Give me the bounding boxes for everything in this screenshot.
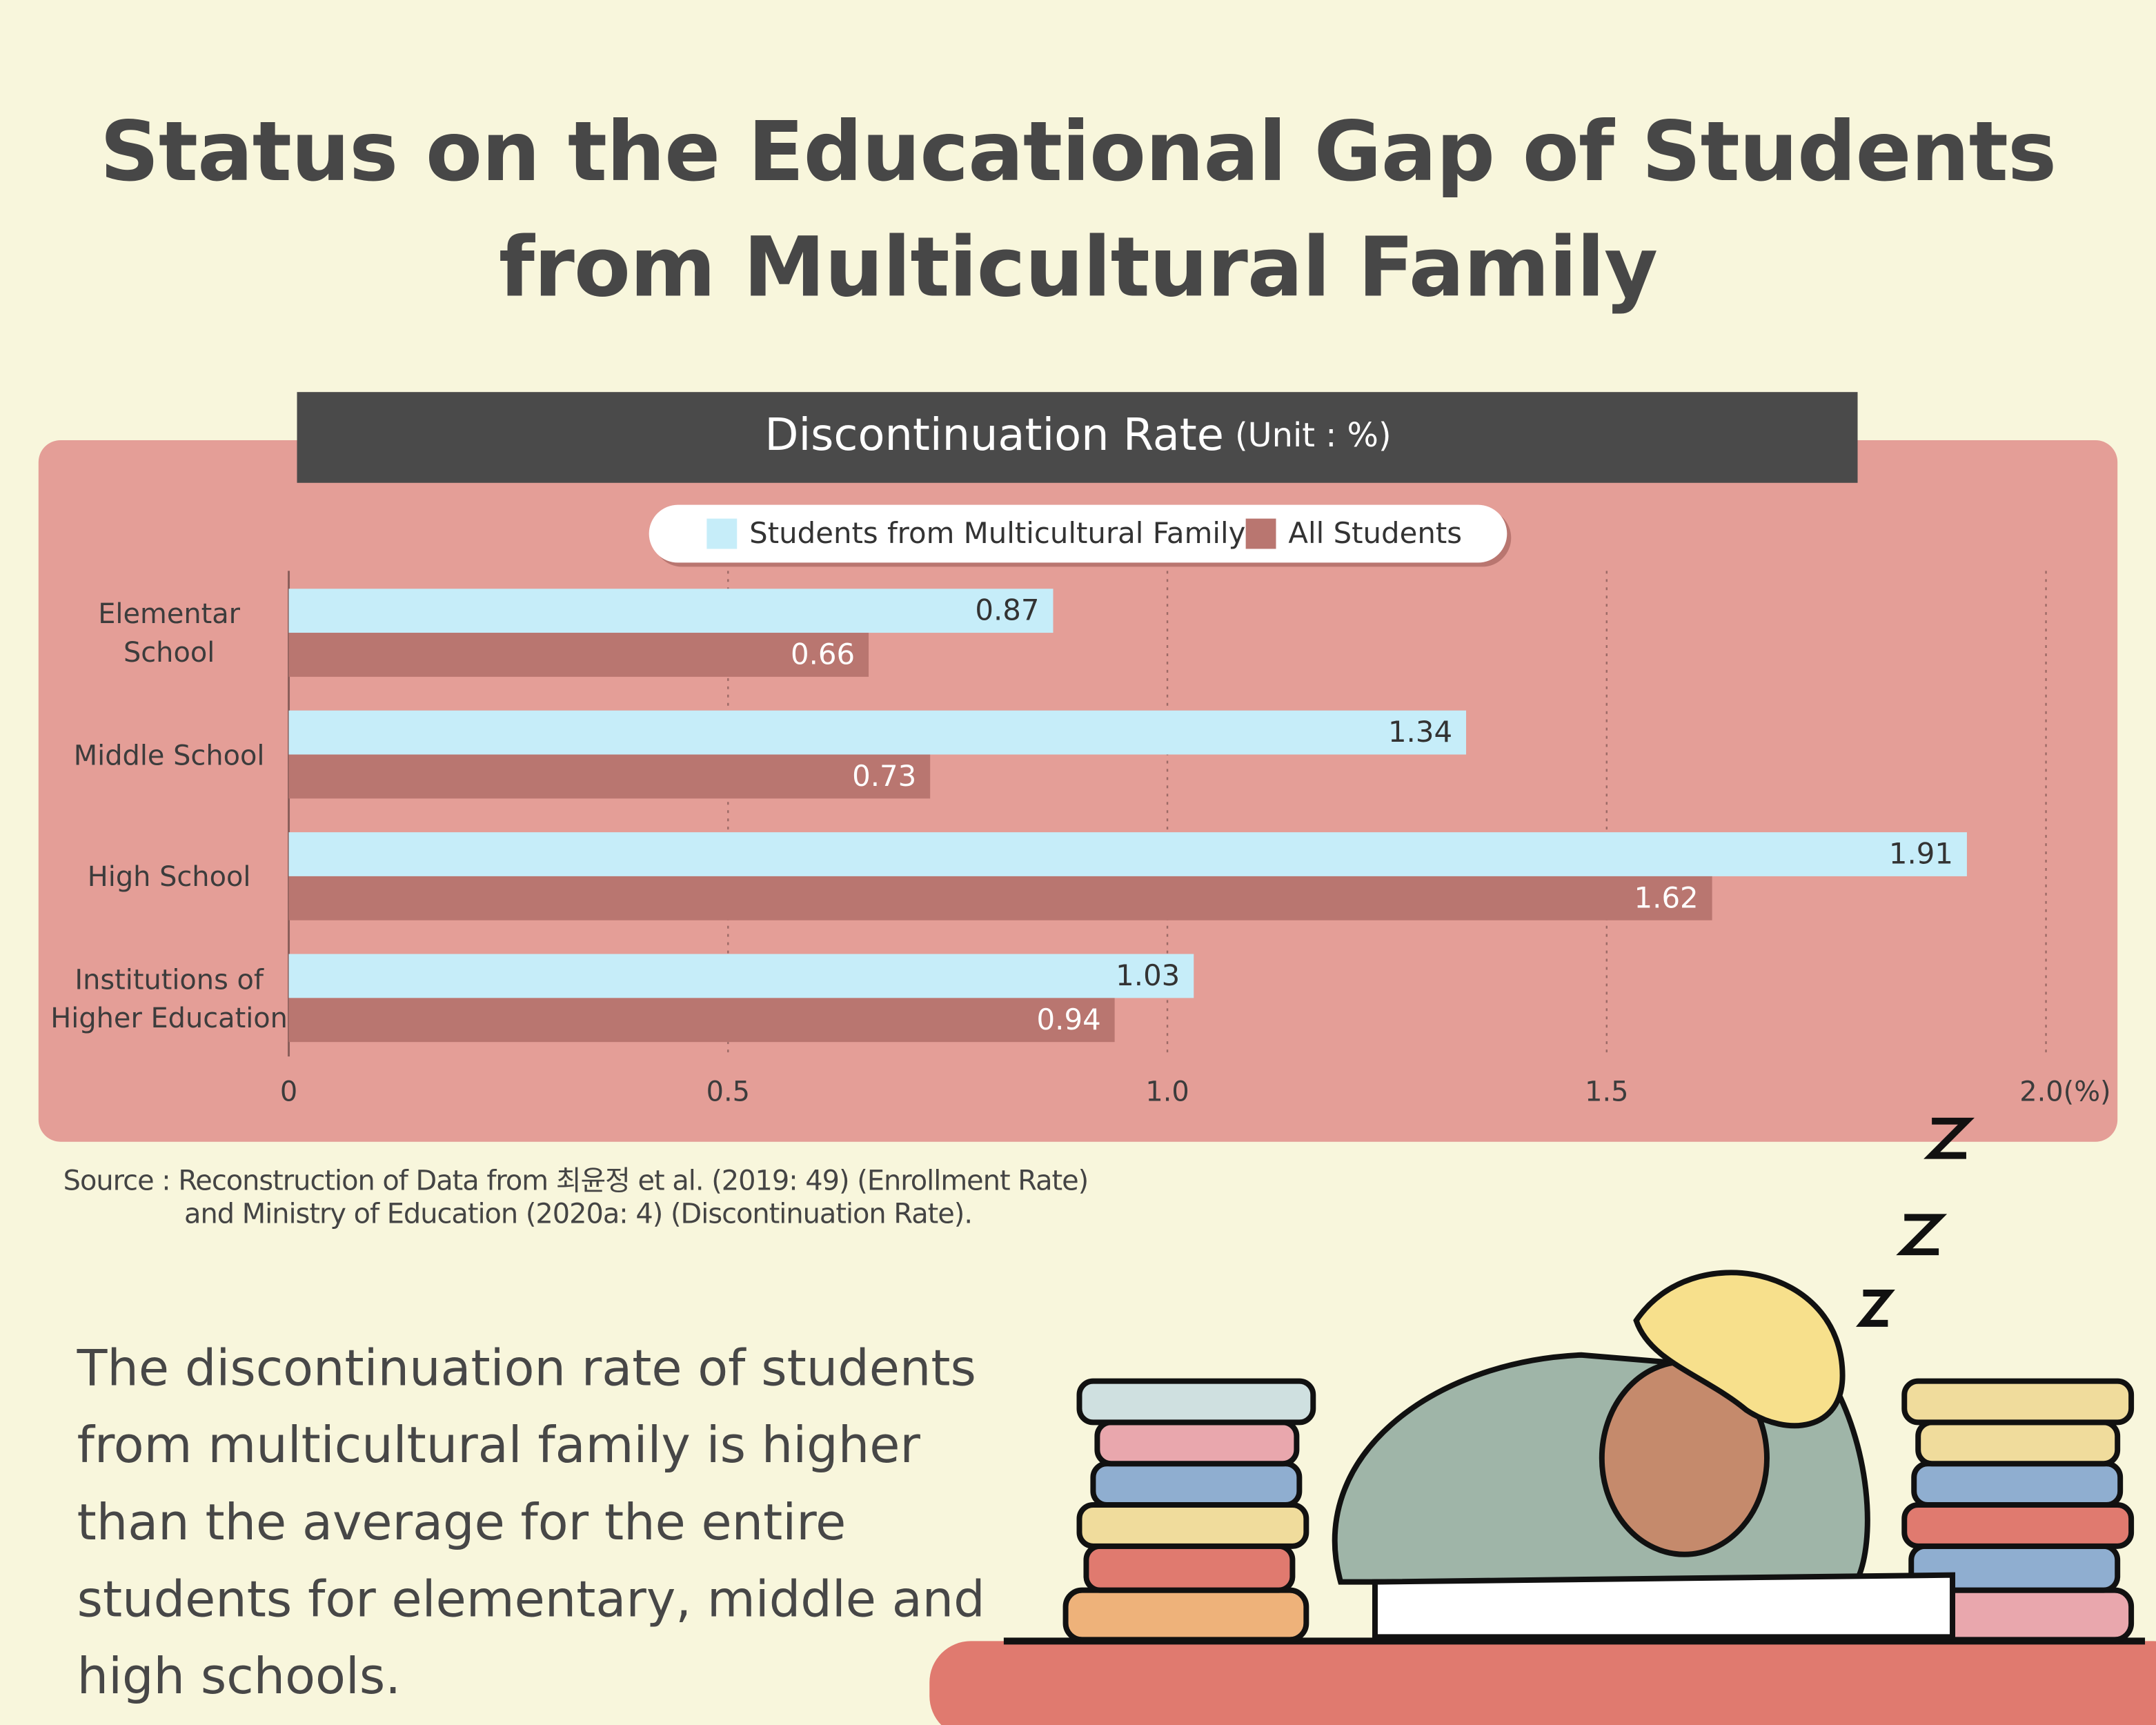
chart-unit: (Unit : %) — [1235, 417, 1392, 455]
x-tick-label: 1.5 — [1585, 1076, 1628, 1107]
desk — [929, 1641, 2156, 1725]
bar — [288, 998, 1115, 1043]
sleep-marks — [1855, 1117, 1975, 1327]
page-title: from Multicultural Family — [498, 219, 1658, 317]
chart-title: Discontinuation Rate — [764, 410, 1224, 461]
value-label: 1.62 — [1634, 880, 1699, 914]
book — [1915, 1419, 2121, 1467]
x-tick-label: 1.0 — [1145, 1076, 1189, 1107]
legend-label: All Students — [1288, 516, 1462, 550]
y-tick-label: Middle School — [73, 738, 265, 771]
y-tick-label: Elementar School — [98, 597, 241, 669]
book — [1076, 1502, 1309, 1549]
book — [1076, 1378, 1316, 1426]
value-label: 1.91 — [1889, 837, 1953, 871]
bar — [288, 710, 1467, 755]
book — [1901, 1378, 2135, 1426]
legend-label: Students from Multicultural Family — [749, 516, 1245, 550]
bar — [288, 633, 869, 677]
legend-swatch — [706, 518, 738, 549]
book — [1911, 1461, 2124, 1508]
illustration — [929, 1117, 2156, 1725]
bar — [288, 832, 1967, 876]
hair — [1633, 1270, 1846, 1429]
value-label: 0.66 — [791, 637, 855, 671]
x-tick-label: 0.5 — [706, 1076, 750, 1107]
book — [1062, 1587, 1309, 1643]
open-book — [1372, 1572, 1956, 1640]
caption: The discontinuation rate of students fro… — [77, 1341, 985, 1706]
source-note: Source : Reconstruction of Data from 최윤정… — [63, 1163, 1089, 1197]
bar — [288, 954, 1194, 998]
legend-swatch — [1245, 518, 1276, 549]
value-label: 0.73 — [852, 759, 916, 793]
bar — [288, 589, 1054, 633]
bar — [288, 754, 931, 799]
source-note: and Ministry of Education (2020a: 4) (Di… — [184, 1196, 973, 1230]
x-tick-label: 0 — [280, 1076, 297, 1107]
bar — [288, 876, 1712, 920]
page-title: Status on the Educational Gap of Student… — [99, 104, 2057, 201]
book — [1083, 1543, 1296, 1593]
value-label: 1.03 — [1116, 958, 1180, 992]
book — [1094, 1419, 1300, 1467]
chart-header — [297, 392, 1858, 483]
y-tick-label: Institutions of Higher Education — [50, 962, 288, 1034]
value-label: 0.94 — [1037, 1003, 1101, 1036]
chart-heading: Discontinuation Rate (Unit : %) — [764, 410, 1391, 461]
book — [1901, 1502, 2135, 1549]
x-tick-label: 2.0(%) — [2019, 1076, 2110, 1107]
y-tick-label: High School — [87, 860, 251, 893]
value-label: 0.87 — [975, 593, 1039, 627]
legend-box — [649, 504, 1507, 563]
value-label: 1.34 — [1388, 715, 1452, 749]
book — [1090, 1461, 1303, 1508]
